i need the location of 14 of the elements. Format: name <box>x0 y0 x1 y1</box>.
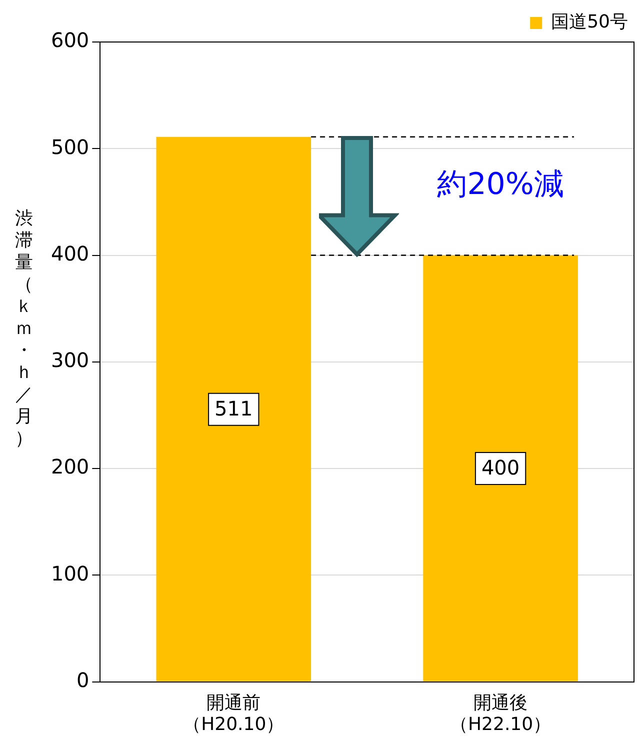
y-tick-label: 100 <box>50 561 90 586</box>
data-label: 400 <box>481 456 520 480</box>
annotation: 約20%減 <box>437 166 564 202</box>
y-tick-label: 400 <box>50 241 90 266</box>
text: 渋滞量（ｋｍ・ｈ／月） <box>15 208 33 449</box>
data-label: 511 <box>214 396 253 421</box>
x-tick-label: 開通後（H22.10） <box>450 692 552 735</box>
y-tick-label: 300 <box>50 348 90 372</box>
y-tick-label: 0 <box>76 668 90 692</box>
x-tick-label: 開通前（H20.10） <box>183 692 284 735</box>
legend-label: 国道50号 <box>551 12 628 33</box>
y-tick-label: 500 <box>50 134 90 159</box>
y-tick-label: 200 <box>50 454 90 479</box>
y-tick-label: 600 <box>50 28 90 52</box>
